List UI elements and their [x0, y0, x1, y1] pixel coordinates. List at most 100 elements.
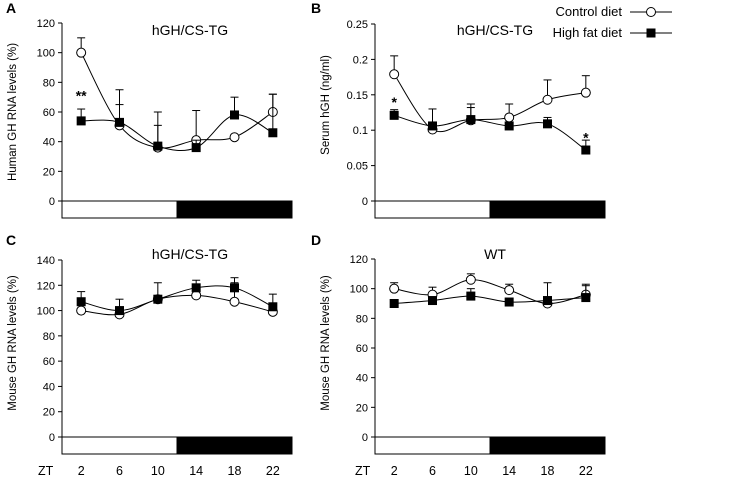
data-point-highfat — [466, 115, 476, 125]
light-phase-bar — [61, 436, 178, 455]
data-point-highfat — [153, 141, 163, 151]
data-point-highfat — [389, 110, 399, 120]
data-point-control — [76, 47, 87, 58]
x-tick-label: 10 — [464, 464, 478, 477]
data-point-control — [229, 132, 240, 143]
light-phase-bar — [374, 436, 491, 455]
x-tick-label: 10 — [151, 464, 165, 477]
data-point-control — [580, 87, 591, 98]
series-line — [81, 294, 273, 316]
legend-control-marker — [646, 7, 656, 17]
data-point-control — [465, 274, 476, 285]
y-tick-label: 100 — [37, 48, 55, 60]
y-tick-label: 0 — [49, 196, 55, 208]
y-tick-label: 0 — [362, 196, 368, 208]
panel-label: D — [311, 232, 321, 248]
y-axis-label: Mouse GH RNA levels (%) — [7, 275, 19, 411]
legend-control-label: Control diet — [556, 4, 623, 19]
x-axis-label-right: ZT — [355, 464, 371, 477]
y-tick-label: 40 — [43, 381, 55, 393]
data-point-control — [389, 69, 400, 80]
legend-highfat-marker — [646, 28, 656, 38]
x-tick-label: 14 — [502, 464, 516, 477]
series-control — [76, 282, 278, 320]
x-axis-label-left: ZT — [38, 464, 54, 477]
data-point-highfat — [191, 143, 201, 153]
y-tick-label: 0.1 — [353, 125, 368, 137]
panel-title: WT — [484, 246, 506, 262]
y-tick-label: 120 — [350, 254, 368, 266]
series-line — [393, 73, 586, 133]
data-point-highfat — [115, 117, 124, 127]
y-axis-label: Human GH RNA levels (%) — [7, 43, 19, 181]
y-tick-label: 20 — [43, 166, 55, 178]
x-tick-label: 2 — [78, 464, 85, 477]
data-point-control — [76, 305, 87, 316]
data-point-highfat — [230, 110, 239, 120]
x-tick-label: 2 — [391, 464, 398, 477]
panel-label: A — [6, 0, 16, 16]
series-highfat — [389, 282, 591, 308]
y-tick-label: 80 — [43, 331, 55, 343]
data-point-highfat — [543, 296, 552, 306]
light-phase-bar — [61, 200, 178, 219]
series-line — [80, 52, 274, 149]
y-tick-label: 80 — [43, 77, 55, 89]
data-point-control — [389, 283, 400, 294]
data-point-highfat — [504, 121, 514, 131]
data-point-control — [542, 94, 553, 105]
data-point-highfat — [76, 297, 86, 307]
series-control — [76, 37, 278, 153]
data-point-control — [504, 112, 515, 123]
data-point-highfat — [543, 119, 552, 129]
significance-marker: * — [391, 94, 397, 110]
x-tick-labels-right: 2 6 10 14 18 22 — [391, 464, 593, 477]
y-axis-label: Serum hGH (ng/ml) — [320, 55, 332, 155]
dark-phase-bar — [489, 200, 606, 219]
panel-label: C — [6, 232, 16, 248]
y-tick-label: 0 — [49, 432, 55, 444]
series-highfat — [76, 89, 278, 153]
y-tick-label: 120 — [37, 18, 55, 30]
series-control — [389, 273, 591, 309]
series-line — [81, 285, 274, 312]
x-axis-labels: ZT ZT — [38, 464, 371, 477]
series-highfat — [389, 107, 591, 155]
y-tick-label: 100 — [37, 306, 55, 318]
y-tick-label: 40 — [356, 373, 368, 385]
data-point-highfat — [389, 299, 399, 308]
y-tick-label: 40 — [43, 137, 55, 149]
data-point-highfat — [115, 306, 124, 316]
y-tick-label: 140 — [37, 255, 55, 267]
data-point-highfat — [581, 145, 591, 155]
y-tick-label: 60 — [43, 107, 55, 119]
x-tick-label: 22 — [579, 464, 593, 477]
panel-title: hGH/CS-TG — [152, 22, 228, 38]
y-tick-label: 0.05 — [347, 161, 368, 173]
legend-highfat-label: High fat diet — [553, 25, 623, 40]
data-point-highfat — [428, 121, 437, 131]
y-tick-label: 20 — [43, 407, 55, 419]
y-tick-label: 60 — [43, 356, 55, 368]
y-tick-label: 120 — [37, 280, 55, 292]
y-tick-label: 0.2 — [353, 54, 368, 66]
data-point-control — [504, 285, 515, 296]
data-point-highfat — [268, 302, 278, 312]
data-point-highfat — [428, 296, 437, 306]
series-highfat — [76, 277, 278, 316]
x-tick-label: 14 — [189, 464, 203, 477]
y-tick-label: 60 — [356, 343, 368, 355]
x-tick-label: 6 — [116, 464, 123, 477]
data-point-highfat — [153, 294, 163, 304]
y-tick-label: 80 — [356, 313, 368, 325]
y-tick-label: 100 — [350, 284, 368, 296]
y-tick-label: 0.25 — [347, 19, 368, 31]
data-point-highfat — [268, 128, 278, 138]
data-point-highfat — [230, 283, 239, 293]
data-point-control — [229, 296, 240, 307]
